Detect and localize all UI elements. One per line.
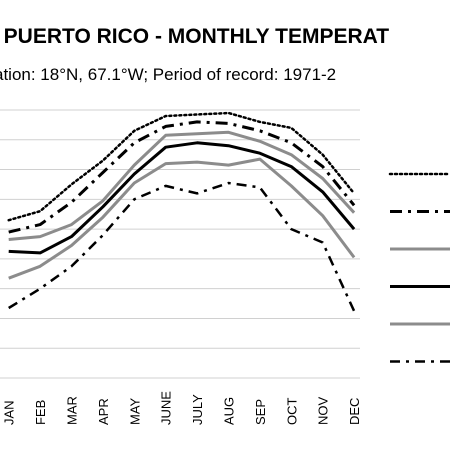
x-tick-label: MAY [127,397,142,425]
x-tick-label: APR [96,398,111,425]
series-line-3 [8,130,356,241]
x-tick-labels: JAN FEB MAR APR MAY JUNE JULY AUG SEP OCT NOV DEC [2,391,362,425]
legend [388,172,450,363]
x-tick-label: AUG [222,397,237,425]
x-tick-label: OCT [284,398,299,426]
x-tick-label: SEP [253,399,268,425]
x-tick-label: MAR [65,396,80,425]
series-line-4 [8,141,356,255]
chart-title: S, PUERTO RICO - MONTHLY TEMPERAT [0,25,389,48]
x-tick-label: JAN [2,400,17,425]
x-tick-label: JUNE [159,391,174,425]
x-tick-label: NOV [316,397,331,426]
series-line-1 [7,111,356,222]
series-line-2 [8,120,356,234]
series-line-5 [8,157,356,280]
x-tick-label: FEB [33,400,48,425]
series-lines [7,111,356,312]
series-line-6 [8,181,356,312]
x-tick-label: DEC [347,398,362,425]
chart-subtitle: ation: 18°N, 67.1°W; Period of record: 1… [0,65,336,84]
x-tick-label: JULY [190,394,205,425]
